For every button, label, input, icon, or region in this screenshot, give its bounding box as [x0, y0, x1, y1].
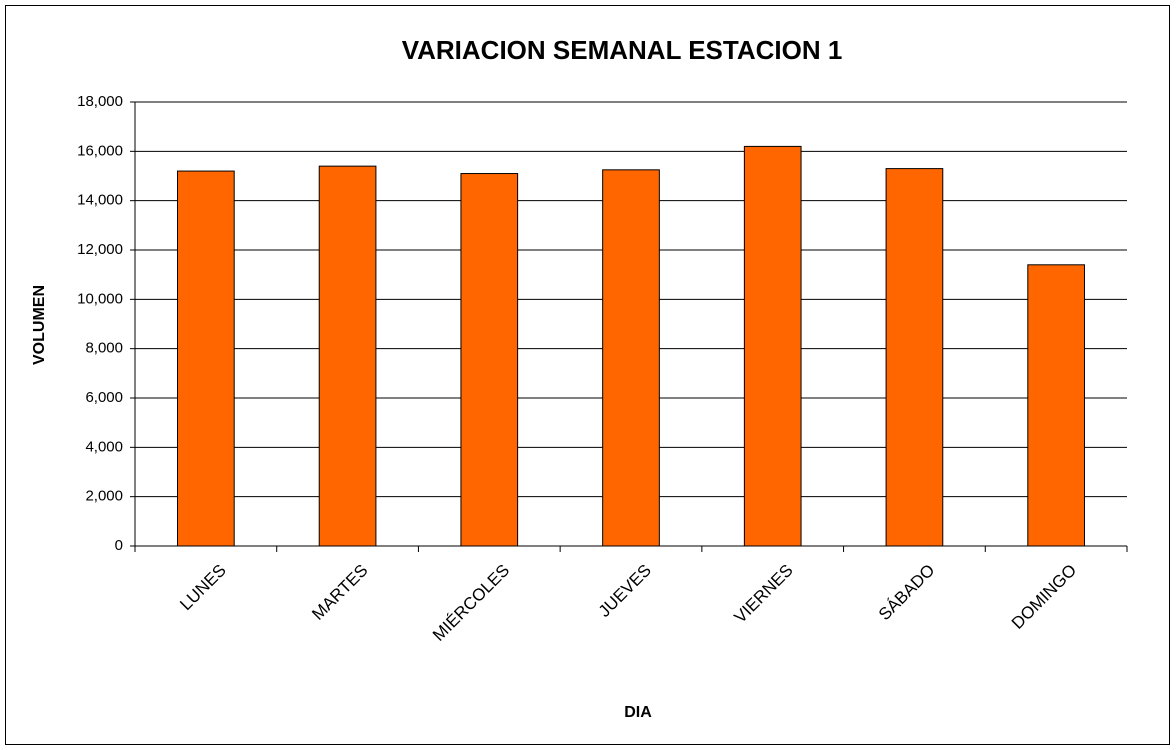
- bar: [460, 173, 519, 547]
- bar: [177, 170, 235, 547]
- bar: [743, 145, 802, 547]
- x-axis-title: DIA: [624, 704, 652, 721]
- chart-title: VARIACION SEMANAL ESTACION 1: [402, 35, 843, 65]
- y-tick-label: 18,000: [77, 93, 123, 110]
- y-tick-label: 0: [115, 537, 123, 554]
- y-tick-label: 2,000: [85, 488, 123, 505]
- y-tick-label: 4,000: [85, 438, 123, 455]
- y-tick-label: 14,000: [77, 192, 123, 209]
- y-tick-label: 10,000: [77, 290, 123, 307]
- y-axis-title: VOLUMEN: [31, 285, 48, 365]
- y-tick-label: 8,000: [85, 340, 123, 357]
- bar: [602, 169, 660, 547]
- bar: [1027, 264, 1085, 547]
- bar: [885, 168, 944, 547]
- y-tick-label: 6,000: [85, 389, 123, 406]
- y-tick-label: 12,000: [77, 241, 123, 258]
- bar: [318, 165, 377, 547]
- y-tick-label: 16,000: [77, 142, 123, 159]
